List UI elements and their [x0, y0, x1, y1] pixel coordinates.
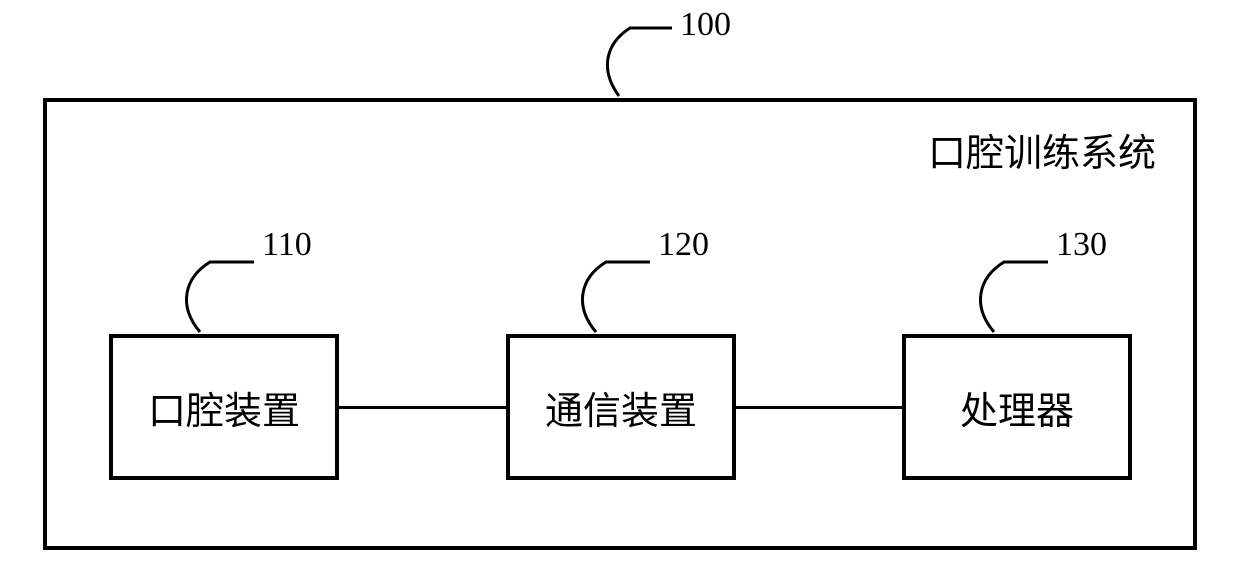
lead-line-130: [0, 0, 1240, 582]
connector-2: [736, 406, 902, 409]
ref-130: 130: [1056, 226, 1107, 264]
connector-1: [339, 406, 506, 409]
diagram-canvas: { "colors": { "stroke": "#000000", "back…: [0, 0, 1240, 582]
